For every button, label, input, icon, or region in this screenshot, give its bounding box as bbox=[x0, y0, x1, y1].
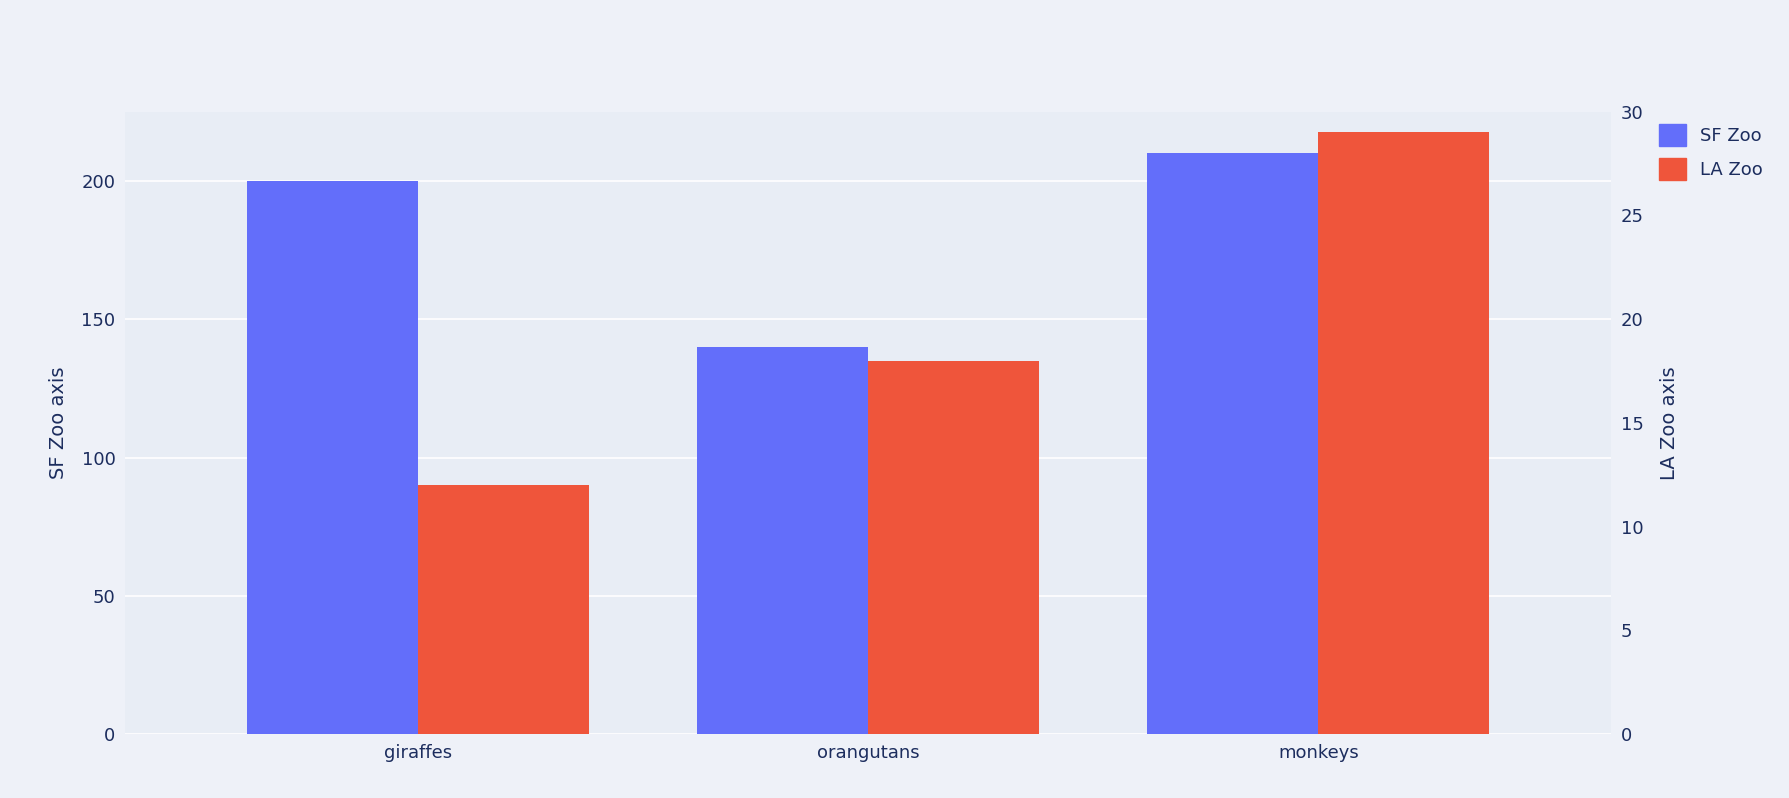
Bar bbox=[868, 361, 1039, 734]
Bar bbox=[247, 181, 417, 734]
Bar bbox=[417, 485, 589, 734]
Bar bbox=[1318, 132, 1488, 734]
Y-axis label: LA Zoo axis: LA Zoo axis bbox=[1660, 366, 1678, 480]
Bar bbox=[696, 347, 868, 734]
Y-axis label: SF Zoo axis: SF Zoo axis bbox=[48, 367, 68, 479]
Legend: SF Zoo, LA Zoo: SF Zoo, LA Zoo bbox=[1649, 115, 1771, 189]
Bar bbox=[1147, 153, 1318, 734]
